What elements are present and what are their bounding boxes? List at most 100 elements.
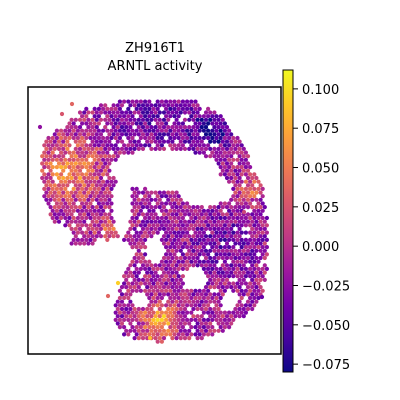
spot	[130, 223, 135, 228]
spot	[245, 154, 251, 159]
spot	[94, 161, 99, 166]
spot	[67, 157, 72, 162]
spot	[48, 183, 53, 188]
spot	[206, 252, 211, 257]
spot	[256, 259, 261, 264]
spot	[195, 321, 200, 326]
spot	[48, 168, 53, 173]
spot	[155, 215, 160, 221]
spot	[111, 132, 116, 137]
spot	[182, 132, 188, 137]
spot	[40, 154, 45, 159]
spot	[122, 310, 127, 315]
spot	[77, 226, 83, 231]
spot	[224, 161, 230, 166]
spot	[161, 234, 167, 239]
spot	[239, 201, 244, 206]
spot	[239, 295, 244, 301]
spot	[136, 314, 141, 319]
spot	[44, 161, 49, 166]
spot	[224, 248, 230, 253]
spot	[159, 201, 164, 206]
spot	[134, 310, 139, 315]
spot	[166, 226, 171, 231]
spot	[161, 110, 167, 115]
spot	[164, 114, 169, 119]
spot	[84, 135, 89, 141]
spot	[132, 277, 137, 282]
spot	[212, 270, 217, 275]
spot	[155, 201, 160, 206]
spot	[98, 219, 104, 224]
spot	[260, 194, 265, 199]
spot	[94, 132, 99, 137]
spot	[218, 295, 223, 301]
spot	[220, 132, 225, 137]
spot	[75, 223, 80, 228]
spot	[185, 310, 190, 315]
spot	[94, 219, 99, 224]
spot	[172, 332, 177, 337]
spot	[166, 212, 171, 217]
spot	[216, 234, 221, 239]
spot	[82, 197, 87, 202]
spot	[237, 212, 242, 217]
spot	[63, 208, 68, 213]
spot	[214, 114, 219, 119]
spot	[59, 150, 64, 155]
spot	[143, 245, 148, 250]
spot	[157, 190, 162, 195]
spot	[90, 234, 95, 239]
spot	[109, 121, 114, 126]
spot	[92, 106, 97, 111]
spot	[176, 201, 181, 206]
spot	[149, 205, 154, 210]
spot	[166, 110, 171, 115]
spot	[239, 186, 244, 191]
spot	[151, 281, 156, 286]
spot	[208, 226, 213, 231]
spot	[134, 266, 139, 271]
spot	[206, 259, 211, 264]
spot	[145, 285, 150, 290]
spot	[90, 219, 95, 224]
spot	[77, 183, 83, 188]
spot	[42, 165, 47, 170]
spot	[208, 139, 213, 144]
spot	[170, 306, 175, 312]
spot	[193, 143, 198, 148]
spot	[109, 194, 114, 199]
spot	[48, 154, 53, 159]
spot	[231, 135, 236, 141]
spot	[164, 252, 169, 257]
spot	[245, 190, 251, 195]
spot	[199, 117, 204, 122]
spot	[227, 215, 232, 221]
spot	[212, 241, 217, 246]
spot	[212, 277, 217, 282]
spot	[239, 274, 244, 279]
spot	[161, 336, 167, 341]
spot	[180, 223, 185, 228]
spot	[201, 215, 206, 221]
spot	[187, 328, 192, 333]
spot	[103, 125, 108, 130]
spot	[199, 139, 204, 144]
spot	[90, 183, 95, 188]
spot	[109, 114, 114, 119]
spot	[159, 215, 164, 221]
spot	[134, 237, 139, 242]
spot	[122, 274, 127, 279]
spot	[105, 114, 110, 119]
spot	[172, 245, 177, 250]
spot	[210, 325, 215, 330]
spot	[199, 226, 204, 231]
spot	[101, 172, 106, 177]
spot	[222, 230, 227, 235]
spot	[178, 139, 183, 144]
spot	[56, 197, 62, 202]
spot	[180, 325, 185, 330]
spot	[103, 154, 108, 159]
spot	[187, 248, 192, 253]
